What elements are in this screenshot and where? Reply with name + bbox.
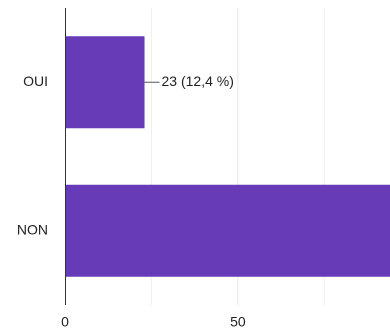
x-tick-label: 0 (61, 314, 69, 330)
y-tick-label: OUI (23, 73, 48, 89)
y-tick-label: NON (17, 221, 48, 237)
bar (65, 184, 390, 277)
bar (65, 36, 145, 129)
data-label: 23 (12,4 %) (162, 73, 234, 89)
x-tick-label: 50 (230, 314, 246, 330)
